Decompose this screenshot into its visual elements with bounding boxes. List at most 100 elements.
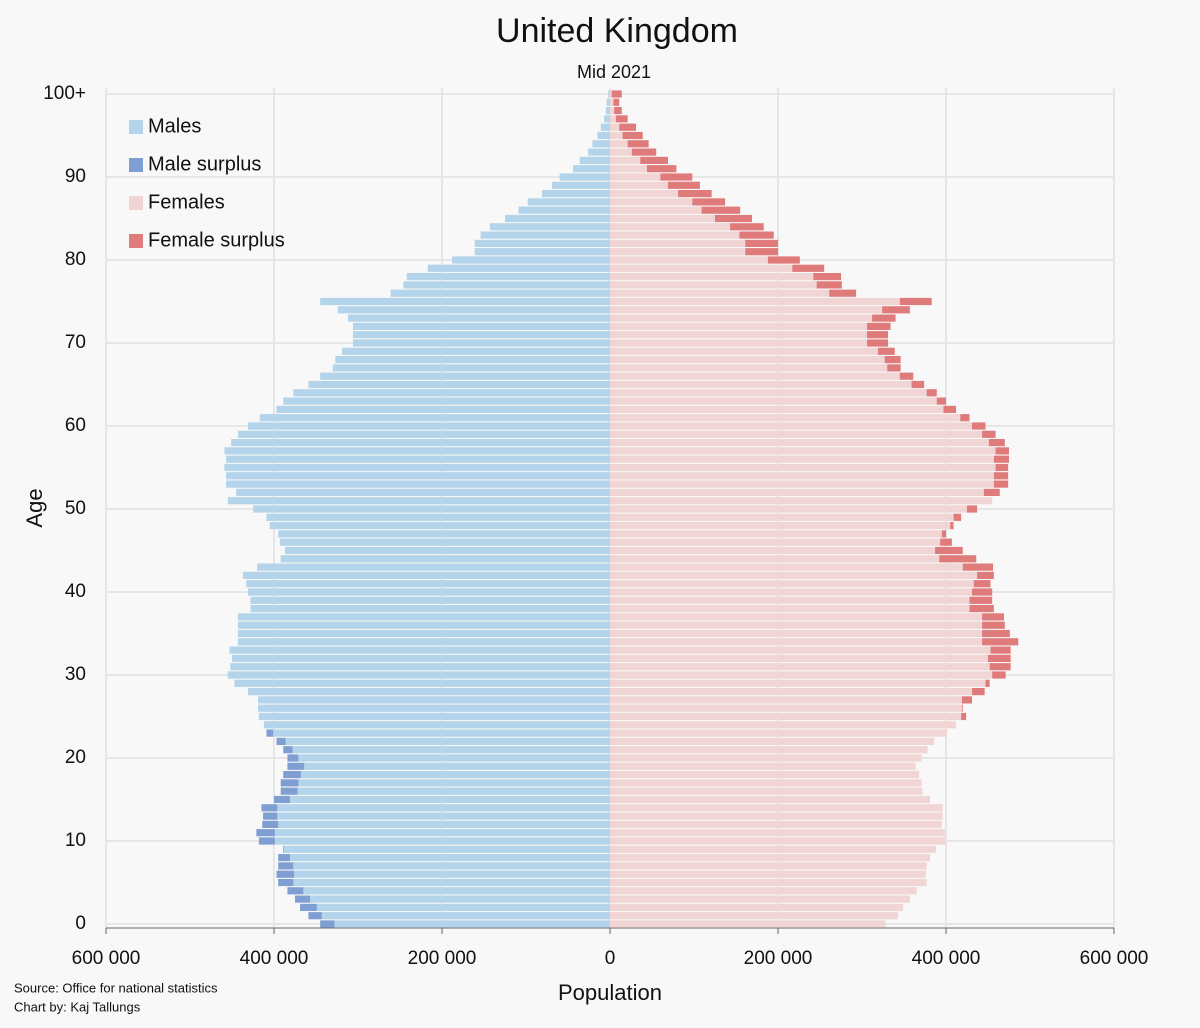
bar [226, 480, 610, 488]
surplus-bar [993, 455, 1009, 463]
bar [352, 339, 610, 347]
surplus-bar [276, 737, 286, 745]
bar [257, 563, 610, 571]
bar [610, 646, 991, 654]
surplus-bar [884, 356, 901, 364]
bar [289, 795, 610, 804]
bar [610, 439, 989, 447]
bar [610, 380, 912, 389]
bar [610, 538, 941, 546]
legend-swatch [129, 234, 143, 248]
surplus-bar [613, 98, 620, 106]
bar [610, 820, 942, 828]
legend-label: Females [148, 191, 225, 213]
bar [605, 107, 610, 115]
bar [258, 704, 610, 712]
bar [297, 787, 610, 795]
surplus-bar [993, 480, 1009, 488]
bar [300, 771, 610, 779]
bar [610, 372, 900, 380]
bar [610, 397, 937, 405]
bar [610, 663, 990, 671]
surplus-bar [287, 887, 304, 895]
bar [610, 148, 632, 156]
surplus-bar [615, 115, 628, 123]
bar [610, 845, 936, 853]
bar [610, 563, 963, 571]
bar [610, 123, 620, 131]
legend-swatch [129, 196, 143, 210]
bar [247, 422, 610, 430]
bar [278, 820, 610, 828]
surplus-bar [943, 405, 957, 413]
surplus-bar [960, 414, 970, 422]
bar [610, 829, 946, 837]
surplus-bar [813, 273, 841, 281]
surplus-bar [308, 912, 322, 920]
bar [610, 629, 983, 638]
bar [610, 165, 647, 173]
bar [277, 812, 610, 820]
surplus-bar [990, 646, 1011, 654]
surplus-bar [715, 214, 752, 223]
bar [610, 339, 868, 347]
bar [610, 903, 904, 911]
bar [285, 737, 610, 745]
bar [610, 870, 926, 878]
bar [610, 580, 974, 588]
surplus-bar [995, 447, 1009, 455]
legend-swatch [129, 158, 143, 172]
x-tick-label: 200 000 [408, 948, 477, 969]
surplus-bar [941, 530, 946, 538]
bar [332, 364, 610, 372]
bar [231, 439, 610, 447]
surplus-bar [982, 629, 1010, 638]
x-tick-label: 400 000 [240, 948, 309, 969]
bar [610, 505, 967, 513]
surplus-bar [988, 439, 1005, 447]
bar [610, 223, 731, 231]
surplus-bar [926, 389, 937, 397]
surplus-bar [283, 771, 301, 779]
bar [293, 878, 610, 887]
bar [610, 181, 668, 189]
bar [610, 762, 916, 770]
surplus-bar [967, 505, 978, 513]
y-axis-label: Age [22, 488, 47, 527]
surplus-bar [985, 679, 990, 687]
bar [352, 322, 610, 330]
surplus-bar [899, 297, 932, 306]
bar [610, 895, 910, 903]
surplus-bar [867, 339, 889, 347]
bar [474, 239, 610, 247]
bar [610, 256, 768, 264]
bar [610, 107, 615, 115]
bar [610, 837, 946, 845]
bar [608, 90, 610, 98]
bar [263, 721, 610, 729]
bar [597, 131, 610, 140]
bar [588, 148, 610, 156]
legend-label: Males [148, 115, 201, 137]
surplus-bar [287, 754, 299, 762]
surplus-bar [992, 671, 1006, 679]
surplus-bar [278, 878, 294, 887]
bar [310, 895, 610, 903]
bar [289, 854, 610, 862]
bar [610, 912, 899, 920]
bar [610, 488, 984, 496]
surplus-bar [982, 430, 996, 438]
surplus-bar [266, 729, 274, 737]
bar [610, 306, 883, 314]
surplus-bar [867, 331, 889, 339]
bar [452, 256, 610, 264]
surplus-bar [911, 380, 925, 389]
surplus-bar [977, 571, 994, 579]
y-tick-label: 10 [65, 830, 86, 851]
surplus-bar [660, 173, 693, 181]
bar [610, 555, 940, 563]
bar [610, 115, 616, 123]
surplus-bar [973, 580, 991, 588]
surplus-bar [899, 372, 914, 380]
bar [505, 214, 610, 223]
